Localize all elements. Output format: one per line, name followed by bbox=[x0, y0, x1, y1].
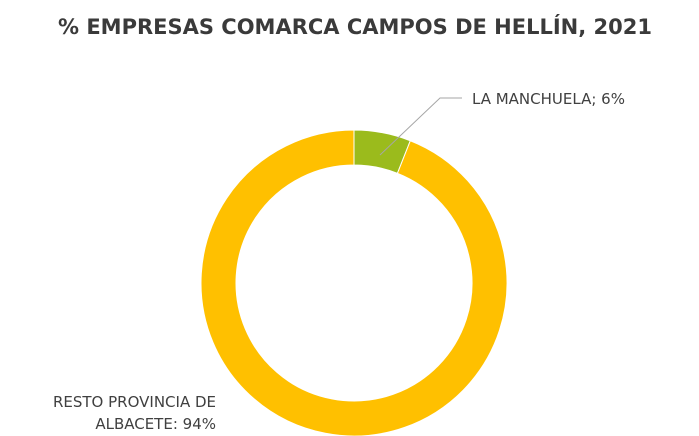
chart-title: % EMPRESAS COMARCA CAMPOS DE HELLÍN, 202… bbox=[57, 15, 652, 39]
data-label: LA MANCHUELA; 6% bbox=[472, 90, 625, 108]
donut-slice bbox=[200, 129, 508, 436]
leader-line bbox=[379, 97, 462, 156]
data-label: RESTO PROVINCIA DE ALBACETE: 94% bbox=[52, 393, 216, 433]
